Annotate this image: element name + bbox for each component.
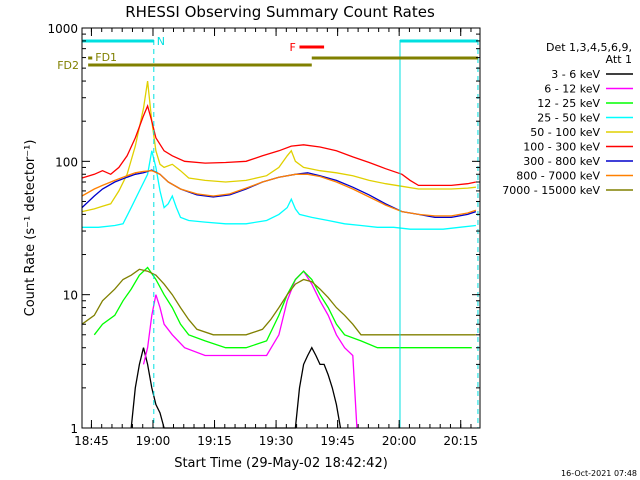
- x-tick-label-4: 19:45: [320, 434, 355, 448]
- y-axis: 1 10 100 1000: [47, 22, 480, 436]
- series-line-7: [81, 170, 477, 217]
- x-axis-title: Start Time (29-May-02 18:42:42): [174, 456, 388, 471]
- series-line-3: [82, 150, 476, 230]
- y-tick-label-2: 100: [55, 155, 78, 169]
- fd2-label: FD2: [57, 59, 79, 72]
- night-label: N: [157, 35, 165, 48]
- legend-header-0: Det 1,3,4,5,6,9,: [546, 41, 632, 54]
- series-line-2: [93, 266, 472, 349]
- x-tick-label-0: 18:45: [74, 434, 109, 448]
- legend-label-1: 6 - 12 keV: [544, 83, 600, 96]
- annotation-layer: N F FD1 FD2: [57, 35, 479, 428]
- data-layer: [81, 81, 477, 429]
- x-axis: 18:45 19:00 19:15 19:30 19:45 20:00 20:15: [74, 28, 478, 448]
- x-tick-label-6: 20:15: [443, 434, 478, 448]
- series-line-1: [142, 270, 358, 429]
- legend-label-3: 25 - 50 keV: [537, 112, 600, 125]
- chart-title: RHESSI Observing Summary Count Rates: [125, 3, 435, 21]
- legend-label-0: 3 - 6 keV: [551, 68, 600, 81]
- legend-label-4: 50 - 100 keV: [530, 126, 600, 139]
- x-tick-label-5: 20:00: [382, 434, 417, 448]
- series-line-4: [81, 81, 476, 213]
- fd1-label: FD1: [95, 51, 117, 64]
- series-line-8: [81, 268, 476, 336]
- legend: Det 1,3,4,5,6,9,Att 1 3 - 6 keV 6 - 12 keV…: [502, 41, 633, 197]
- legend-label-8: 7000 - 15000 keV: [502, 184, 600, 197]
- y-tick-label-3: 1000: [47, 22, 78, 36]
- legend-header-1: Att 1: [606, 53, 632, 66]
- legend-label-2: 12 - 25 keV: [537, 97, 600, 110]
- x-tick-label-1: 19:00: [136, 434, 171, 448]
- footer-date: 16-Oct-2021 07:48: [561, 469, 637, 478]
- plot-frame: [81, 27, 481, 429]
- legend-label-7: 800 - 7000 keV: [516, 170, 600, 183]
- x-tick-label-3: 19:30: [259, 434, 294, 448]
- y-axis-title: Count Rate (s⁻¹ detector⁻¹): [23, 140, 38, 317]
- series-line-5: [81, 104, 477, 187]
- legend-label-6: 300 - 800 keV: [523, 155, 600, 168]
- series-line-0: [130, 346, 342, 429]
- flare-label: F: [289, 41, 295, 54]
- y-tick-label-1: 10: [63, 289, 78, 303]
- y-tick-label-0: 1: [70, 422, 78, 436]
- x-tick-label-2: 19:15: [197, 434, 232, 448]
- legend-label-5: 100 - 300 keV: [523, 141, 600, 154]
